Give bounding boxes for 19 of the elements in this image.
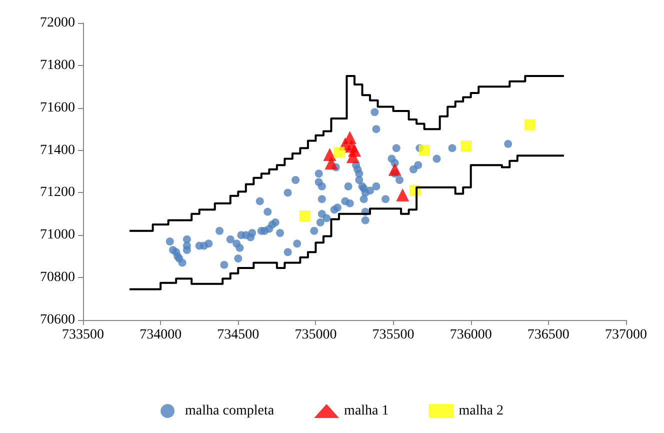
legend-label: malha 1	[344, 404, 389, 418]
x-tick-label: 734000	[140, 328, 182, 342]
y-tick-label: 71400	[40, 142, 75, 158]
x-tick-label: 736500	[527, 328, 570, 342]
y-tick-label: 71600	[40, 100, 75, 116]
legend-label: malha 2	[458, 404, 504, 418]
x-tick-label: 736000	[450, 328, 492, 342]
x-tick-label: 737000	[605, 328, 647, 342]
y-tick-label: 71800	[40, 58, 75, 73]
x-tick-label: 735500	[372, 328, 414, 342]
y-tick-label: 71000	[40, 228, 75, 243]
x-tick-label: 735000	[294, 328, 337, 342]
x-tick-label: 734500	[217, 328, 260, 342]
y-tick-label: 71200	[40, 185, 75, 200]
y-tick-label: 70800	[40, 270, 75, 286]
x-tick-label: 733500	[62, 328, 104, 342]
y-tick-label: 72000	[40, 16, 75, 30]
y-tick-label: 70600	[40, 312, 75, 328]
legend-label: malha completa	[185, 404, 275, 418]
